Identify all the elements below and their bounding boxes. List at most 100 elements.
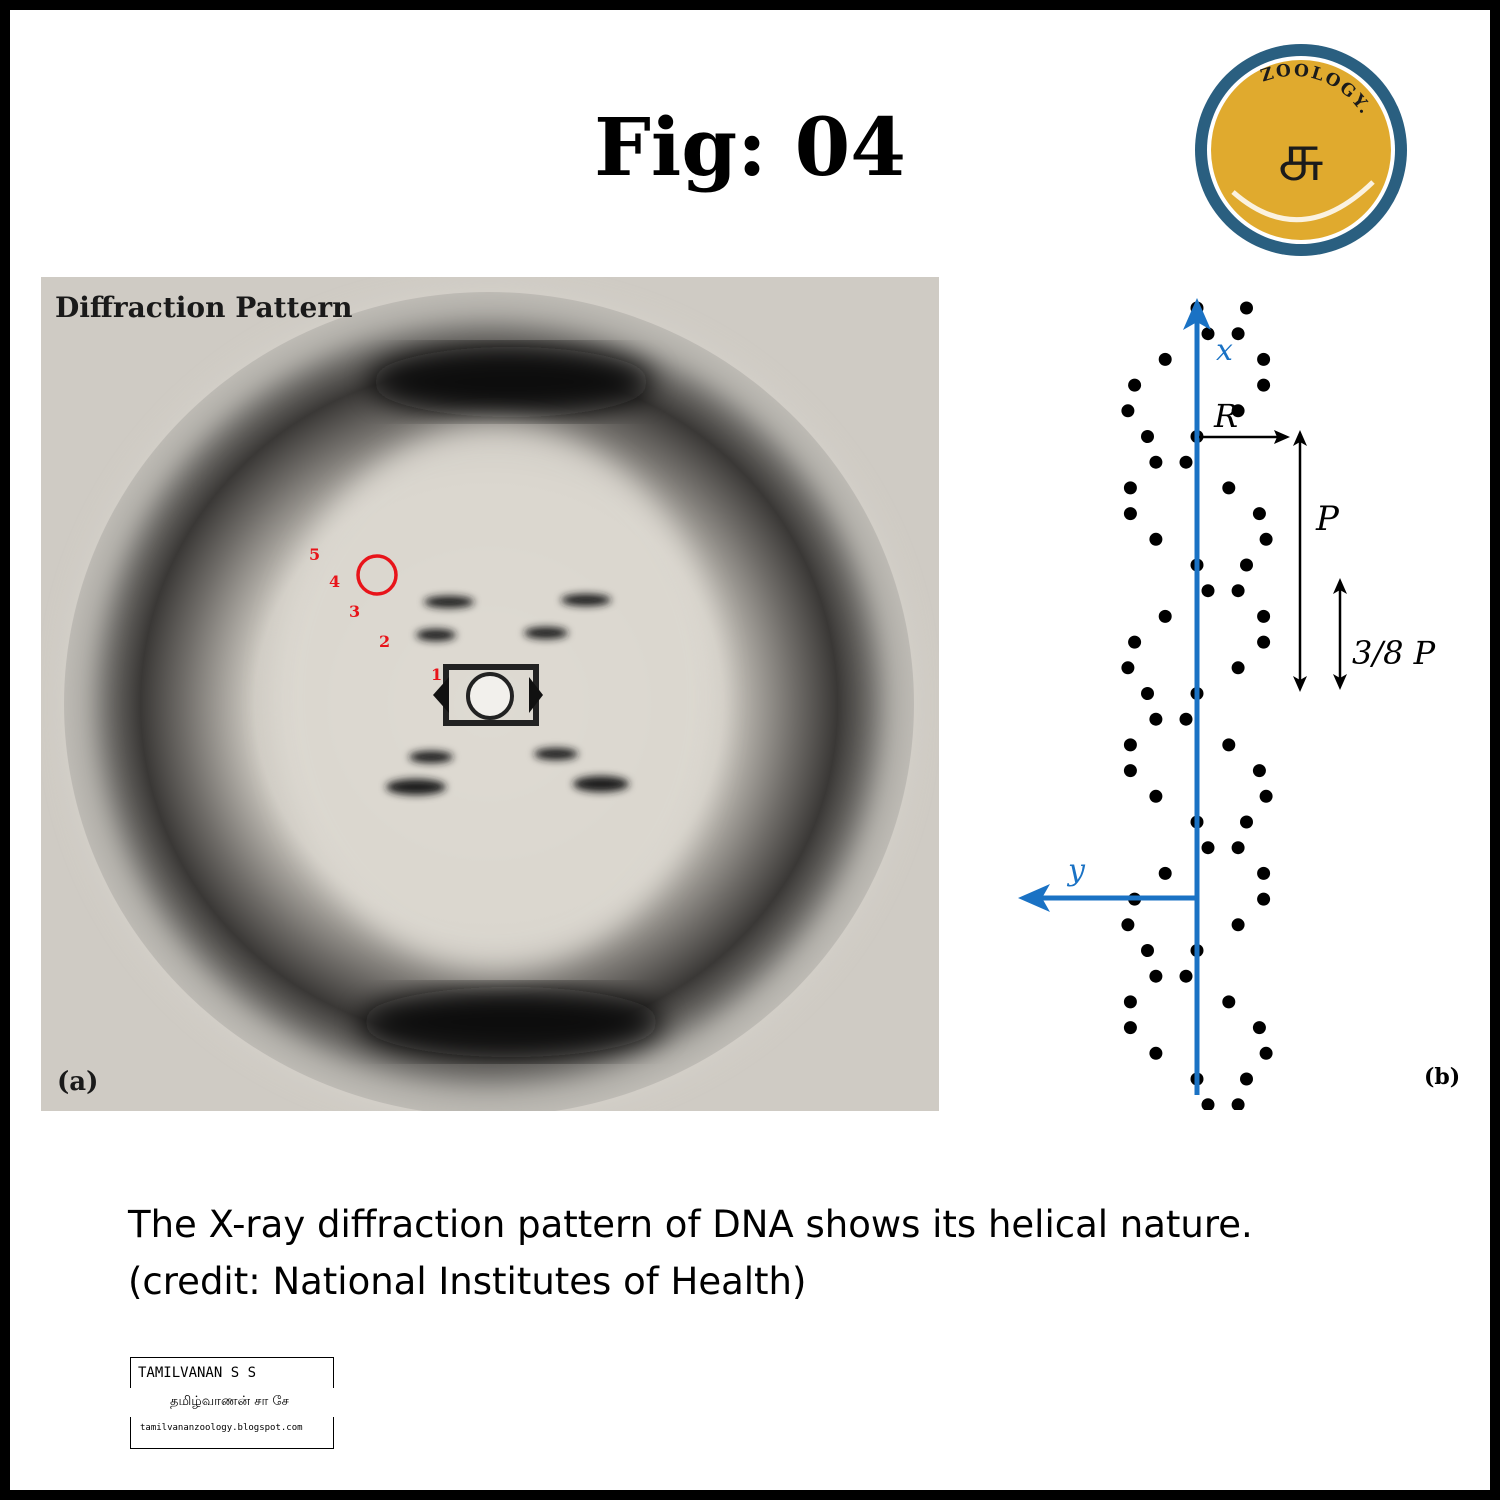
panel-a-heading: Diffraction Pattern — [55, 291, 352, 324]
logo-fill — [1211, 60, 1391, 240]
helix-dot — [1123, 507, 1137, 521]
marker-1: 1 — [431, 665, 442, 684]
author-credit: TAMILVANAN S S தமிழ்வாணன் சா சே tamilvan… — [130, 1357, 334, 1449]
fraction-arrowhead-top — [1333, 578, 1347, 594]
pitch-arrowhead-bottom — [1293, 676, 1307, 692]
radius-label: R — [1213, 397, 1238, 435]
helix-dot — [1123, 481, 1137, 495]
diffraction-pattern-panel: 1 2 3 4 5 Diffraction Pattern (a) — [41, 277, 939, 1111]
highlight-circle — [356, 554, 398, 596]
credit-frame-top — [130, 1357, 334, 1388]
radius-arrowhead — [1274, 430, 1290, 444]
helix-dot — [1222, 995, 1236, 1009]
helix-dot — [1231, 661, 1245, 675]
fraction-arrowhead-bottom — [1333, 674, 1347, 690]
marker-4: 4 — [329, 572, 340, 591]
panel-b-label: (b) — [1424, 1064, 1460, 1090]
credit-url: tamilvananzoology.blogspot.com — [140, 1423, 303, 1433]
marker-5: 5 — [309, 545, 320, 564]
helix-schematic-panel: x y R P 3/8 P (b) — [1018, 298, 1460, 1110]
helix-dot — [1141, 430, 1154, 443]
helix-dot — [1231, 918, 1245, 932]
y-axis-arrowhead — [1018, 884, 1050, 912]
helix-dot — [1149, 789, 1163, 803]
helix-dot — [1252, 507, 1266, 521]
caption-line-2: (credit: National Institutes of Health) — [128, 1260, 807, 1303]
helix-dot — [1149, 712, 1163, 726]
helix-dot — [1201, 1098, 1215, 1110]
helix-dot — [1257, 892, 1271, 906]
x-axis-arrowhead — [1183, 298, 1211, 330]
beam-stop-left-wedge — [433, 677, 449, 713]
helix-dot — [1123, 764, 1137, 778]
zoology-logo: ZOOLOGY. சு — [1195, 44, 1407, 256]
figure-caption: The X-ray diffraction pattern of DNA sho… — [128, 1196, 1428, 1310]
helix-dot — [1158, 866, 1172, 880]
figure-title: Fig: 04 — [594, 100, 906, 194]
helix-dot — [1231, 404, 1245, 418]
helix-dot — [1149, 455, 1163, 469]
helix-dot — [1252, 764, 1266, 778]
y-axis-label: y — [1066, 853, 1086, 888]
helix-dot — [1231, 841, 1245, 855]
marker-3: 3 — [349, 602, 360, 621]
logo-brush-stroke — [1231, 180, 1375, 223]
dark-arc-bottom — [361, 987, 661, 1057]
helix-dot — [1149, 1046, 1163, 1060]
helix-dot — [1158, 352, 1172, 366]
caption-line-1: The X-ray diffraction pattern of DNA sho… — [128, 1203, 1253, 1246]
credit-tamil-name: தமிழ்வாணன் சா சே — [170, 1394, 289, 1409]
dark-arc-top — [371, 347, 651, 417]
helix-dot — [1121, 918, 1135, 932]
helix-dot — [1121, 404, 1135, 418]
layer-line-2-right — [524, 627, 568, 639]
layer-line-lower-right-2 — [573, 776, 629, 792]
logo-glyph: சு — [1278, 115, 1324, 197]
helix-dot — [1123, 995, 1137, 1009]
helix-dot — [1259, 1046, 1273, 1060]
helix-dot — [1141, 687, 1154, 700]
helix-dot — [1257, 378, 1271, 392]
panel-a-label: (a) — [57, 1067, 98, 1097]
helix-dot — [1257, 635, 1271, 649]
layer-line-lower-right — [534, 748, 578, 760]
helix-dot — [1231, 584, 1245, 598]
helix-dot — [1149, 969, 1163, 983]
helix-dot — [1240, 1072, 1253, 1086]
layer-line-3-right — [561, 594, 611, 606]
helix-dot — [1201, 584, 1215, 598]
layer-line-lower-left — [409, 751, 453, 763]
central-beam-spot — [466, 672, 514, 720]
helix-dot — [1259, 789, 1273, 803]
helix-dot — [1240, 301, 1253, 315]
helix-dot — [1123, 1021, 1137, 1035]
layer-line-reflections — [386, 594, 629, 795]
helix-dot — [1257, 352, 1271, 366]
helix-dot — [1240, 815, 1253, 829]
layer-line-lower-left-2 — [386, 779, 446, 795]
fraction-label: 3/8 P — [1352, 634, 1436, 672]
helix-dot — [1252, 1021, 1266, 1035]
helix-dot — [1179, 969, 1193, 983]
helix-dot — [1128, 635, 1142, 649]
helix-dot — [1201, 841, 1215, 855]
helix-dot — [1121, 661, 1135, 675]
helix-dot — [1231, 327, 1245, 341]
helix-dot — [1149, 532, 1163, 546]
helix-dot — [1257, 609, 1271, 623]
layer-line-3-left — [424, 596, 474, 608]
pitch-arrowhead-top — [1293, 430, 1307, 446]
helix-dot — [1123, 738, 1137, 752]
helix-dot — [1141, 944, 1154, 957]
credit-name: TAMILVANAN S S — [138, 1365, 257, 1381]
helix-dot — [1201, 327, 1215, 341]
helix-dot — [1257, 866, 1271, 880]
pitch-label: P — [1315, 499, 1340, 539]
outer-fade — [66, 293, 912, 1111]
helix-dot — [1179, 455, 1193, 469]
helix-dot — [1259, 532, 1273, 546]
helix-dot — [1128, 378, 1142, 392]
helix-dot — [1158, 609, 1172, 623]
layer-line-2-left — [416, 629, 456, 641]
helix-dot — [1222, 481, 1236, 495]
